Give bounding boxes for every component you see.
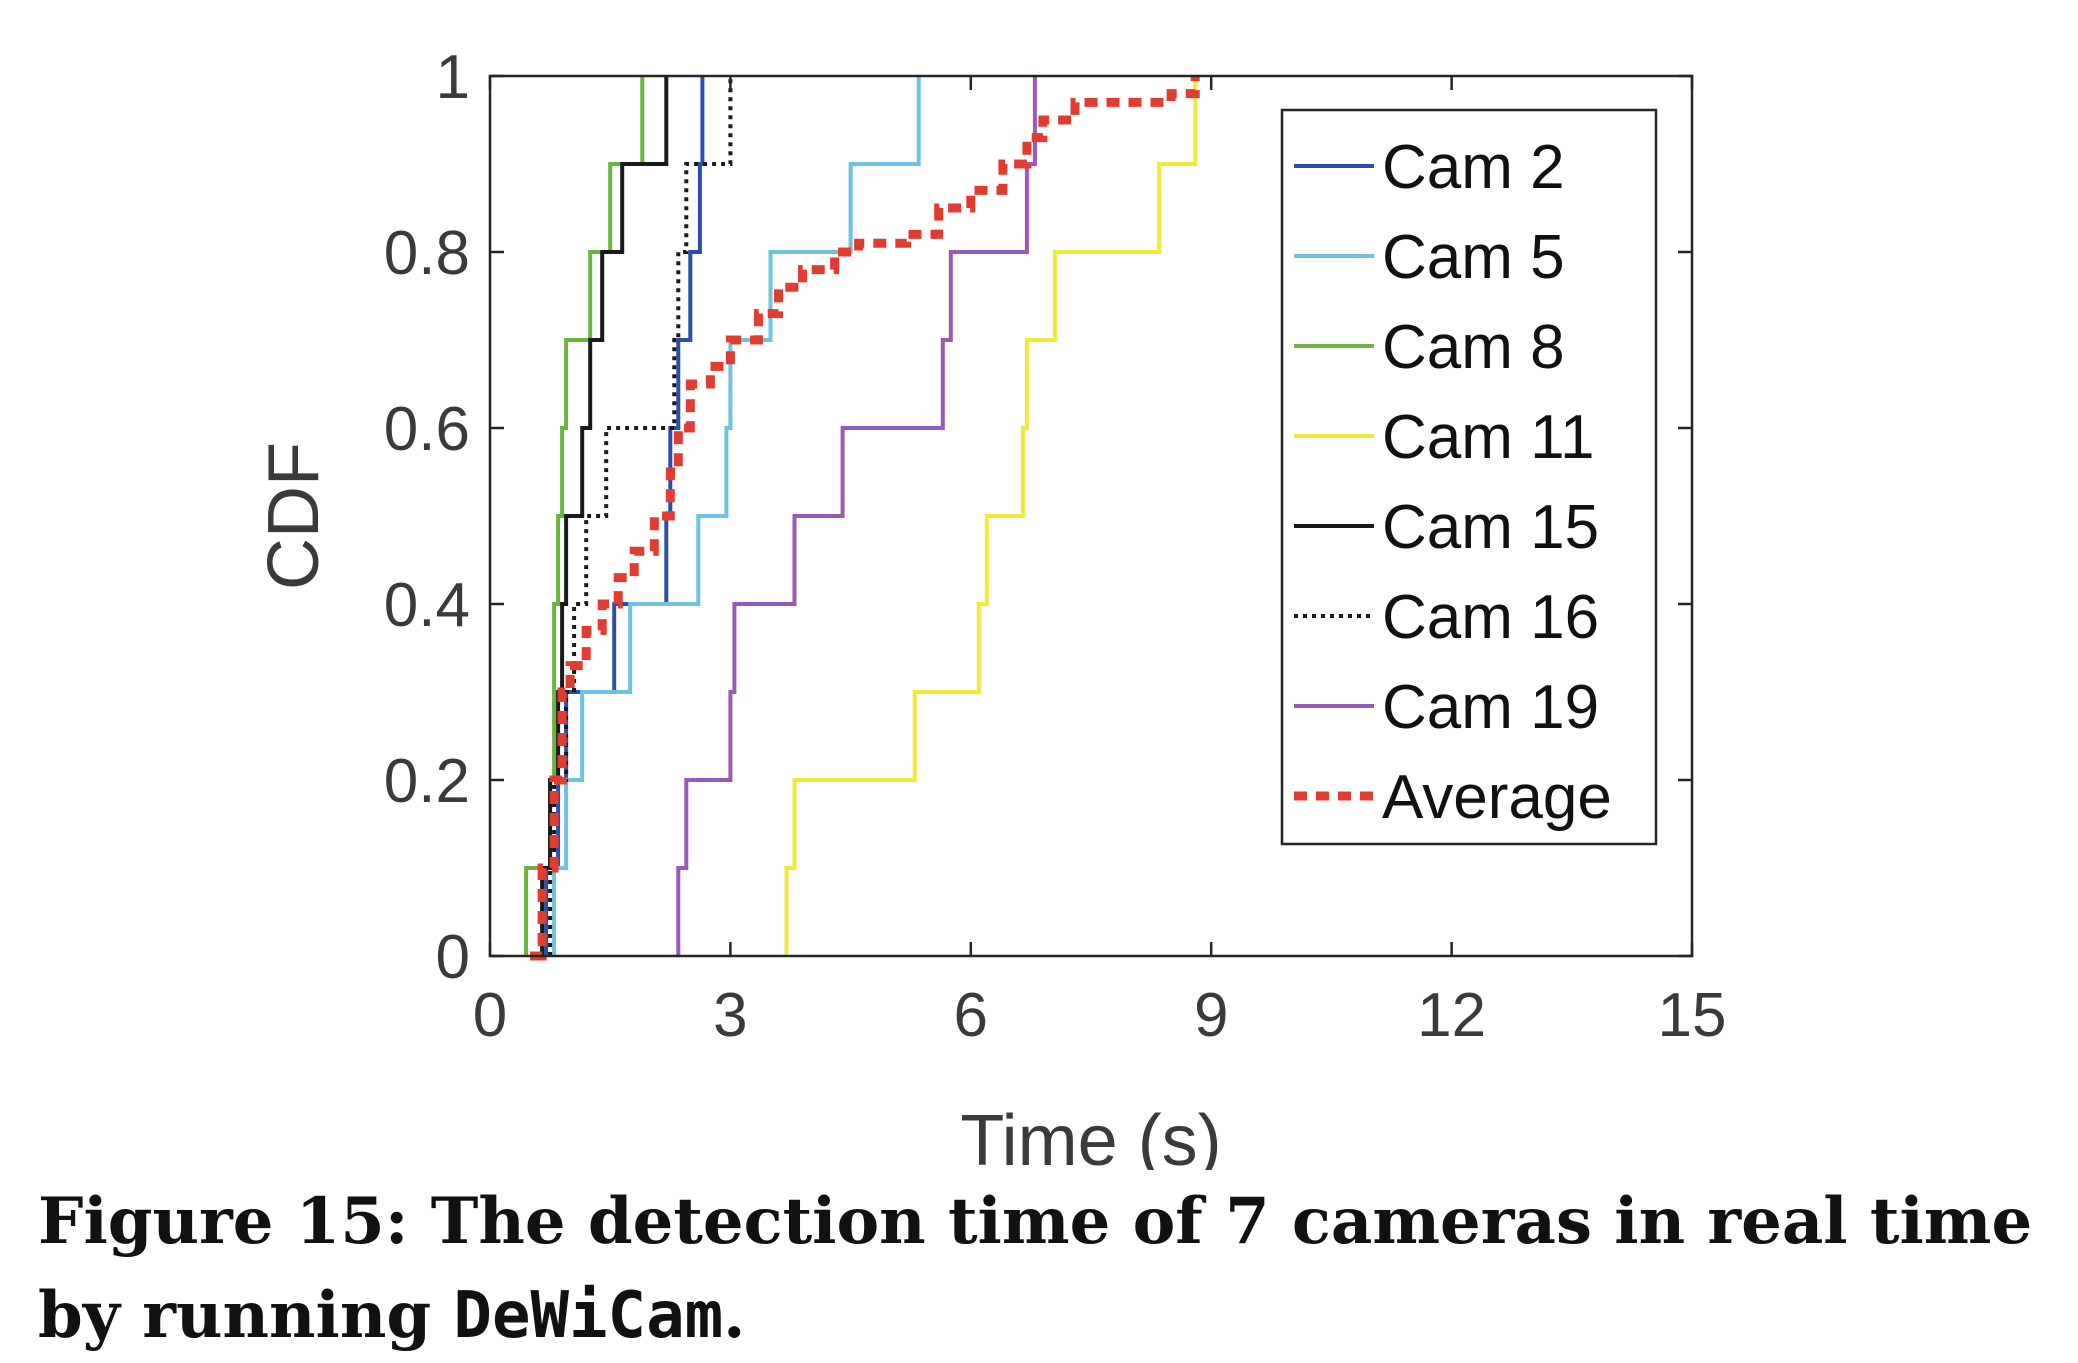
legend-label-0: Cam 2 bbox=[1382, 133, 1565, 202]
legend-label-1: Cam 5 bbox=[1382, 223, 1565, 292]
y-tick-label-0: 0 bbox=[436, 923, 470, 992]
axis-ticks: 0 3 6 9 12 15 0 0.2 0.4 0.6 0.8 1 bbox=[384, 43, 1727, 1050]
x-tick-label-1: 3 bbox=[713, 981, 747, 1050]
series-line-7 bbox=[530, 76, 1200, 961]
y-tick-label-5: 1 bbox=[436, 43, 470, 112]
legend: Cam 2 Cam 5 Cam 8 Cam 11 Cam 15 Cam 16 Cam 19 A… bbox=[1280, 108, 1658, 846]
x-axis-label: Time (s) bbox=[960, 1101, 1221, 1170]
legend-label-5: Cam 16 bbox=[1382, 583, 1599, 652]
x-tick-label-0: 0 bbox=[473, 981, 507, 1050]
caption-code: DeWiCam bbox=[453, 1279, 724, 1353]
series-line-6 bbox=[676, 76, 1037, 956]
caption-end: . bbox=[723, 1278, 746, 1353]
series-lines bbox=[524, 76, 1200, 961]
legend-label-6: Cam 19 bbox=[1382, 673, 1599, 742]
y-tick-label-1: 0.2 bbox=[384, 747, 470, 816]
legend-label-7: Average bbox=[1382, 763, 1612, 832]
y-axis-label: CDF bbox=[254, 442, 334, 590]
caption-text: Figure 15: The detection time of 7 camer… bbox=[38, 1184, 2033, 1353]
series-line-3 bbox=[784, 76, 1198, 956]
y-tick-label-2: 0.4 bbox=[384, 571, 470, 640]
legend-label-3: Cam 11 bbox=[1382, 403, 1595, 472]
figure-caption: Figure 15: The detection time of 7 camer… bbox=[38, 1175, 2058, 1363]
x-tick-label-2: 6 bbox=[954, 981, 988, 1050]
legend-box bbox=[1280, 108, 1658, 846]
x-tick-label-5: 15 bbox=[1658, 981, 1727, 1050]
x-tick-label-4: 12 bbox=[1417, 981, 1486, 1050]
legend-label-2: Cam 8 bbox=[1382, 313, 1565, 382]
series-line-1 bbox=[552, 76, 921, 956]
x-tick-label-3: 9 bbox=[1194, 981, 1228, 1050]
legend-label-4: Cam 15 bbox=[1382, 493, 1599, 562]
y-tick-label-4: 0.8 bbox=[384, 219, 470, 288]
y-tick-label-3: 0.6 bbox=[384, 395, 470, 464]
chart: 0 3 6 9 12 15 0 0.2 0.4 0.6 0.8 1 Time (s) CDF Cam … bbox=[254, 43, 1727, 1170]
plot-area-frame bbox=[488, 74, 1694, 958]
